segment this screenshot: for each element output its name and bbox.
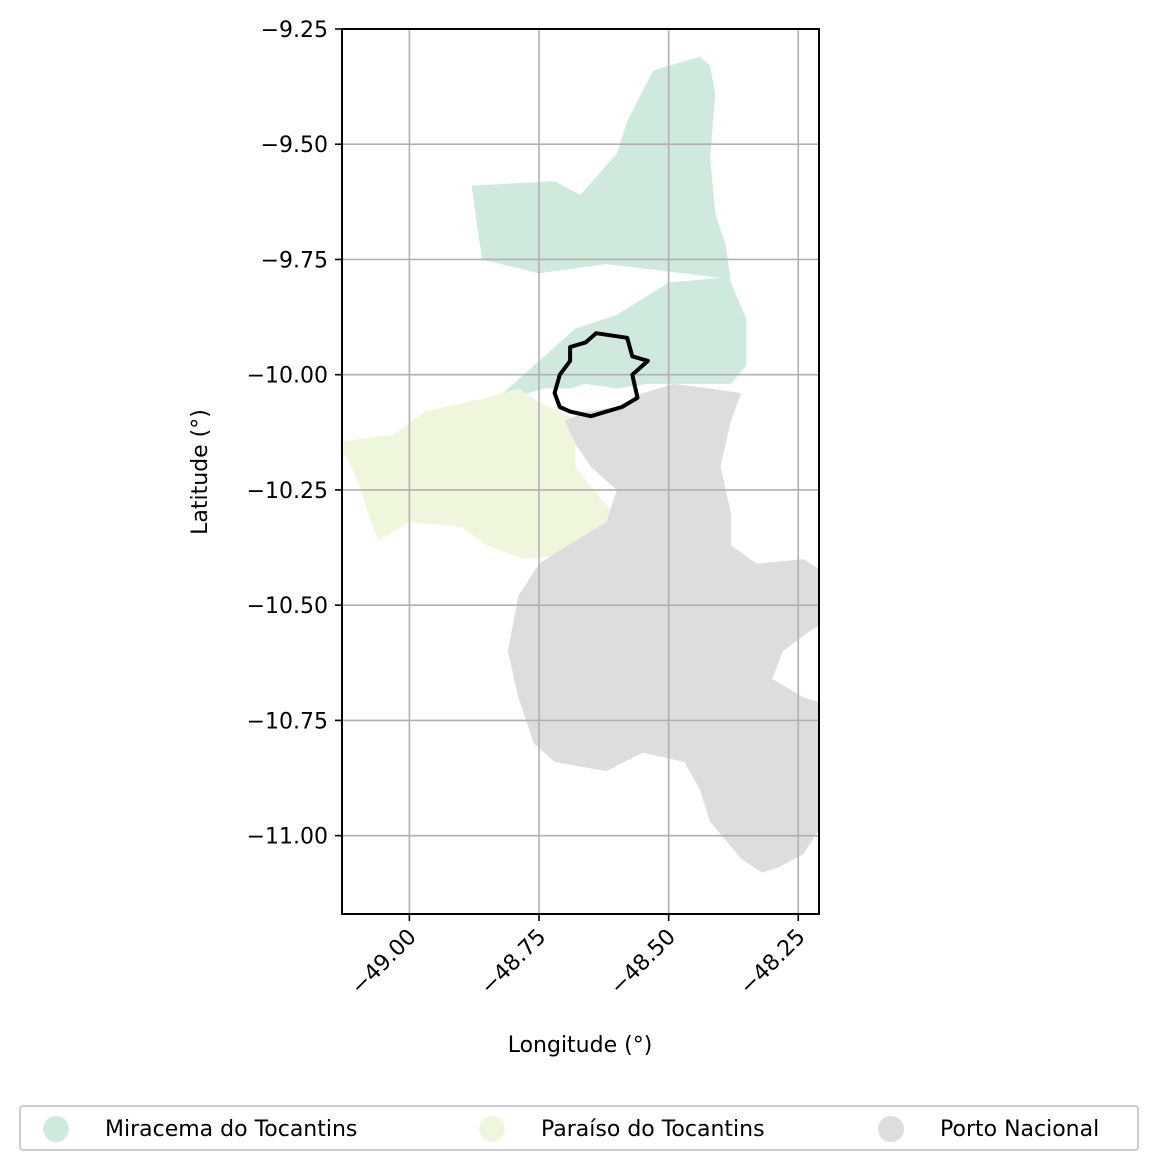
legend-label-paraiso: Paraíso do Tocantins	[541, 1116, 765, 1142]
y-tick-label: −10.75	[247, 709, 328, 734]
y-tick-label: −9.25	[261, 18, 328, 43]
y-axis-title: Latitude (°)	[188, 409, 213, 535]
legend: Miracema do Tocantins Paraíso do Tocanti…	[19, 1105, 1139, 1151]
highlight-outline	[552, 331, 650, 419]
x-tick-label: −48.75	[476, 925, 551, 1000]
map-figure: −9.25 −9.50 −9.75 −10.00 −10.25 −10.50 −10.75 −…	[188, 18, 820, 1058]
highlight-layer	[552, 331, 650, 419]
region-paraiso-do-tocantins	[342, 388, 622, 560]
legend-marker-porto-nacional	[878, 1116, 904, 1142]
legend-item-miracema: Miracema do Tocantins	[43, 1107, 357, 1151]
y-tick-label: −9.75	[261, 248, 328, 273]
region-porto-nacional	[507, 383, 819, 873]
legend-label-miracema: Miracema do Tocantins	[105, 1116, 358, 1142]
x-tick-label: −48.50	[606, 925, 681, 1000]
legend-label-porto-nacional: Porto Nacional	[940, 1116, 1100, 1142]
y-tick-label: −10.50	[247, 594, 328, 619]
y-tick-label: −9.50	[261, 133, 328, 158]
x-tick-label: −49.00	[346, 925, 421, 1000]
x-tick-label: −48.25	[735, 925, 810, 1000]
legend-marker-miracema	[43, 1116, 69, 1142]
region-miracema-do-tocantins	[471, 56, 747, 398]
legend-item-porto-nacional: Porto Nacional	[878, 1107, 1099, 1151]
y-tick-label: −10.25	[247, 479, 328, 504]
grid-layer	[342, 28, 819, 914]
x-axis-title: Longitude (°)	[508, 1033, 653, 1058]
legend-item-paraiso: Paraíso do Tocantins	[479, 1107, 765, 1151]
y-tick-label: −11.00	[247, 825, 328, 850]
plot-frame	[341, 28, 820, 915]
y-tick-label: −10.00	[247, 364, 328, 389]
legend-marker-paraiso	[479, 1116, 505, 1142]
regions-layer	[342, 56, 819, 873]
